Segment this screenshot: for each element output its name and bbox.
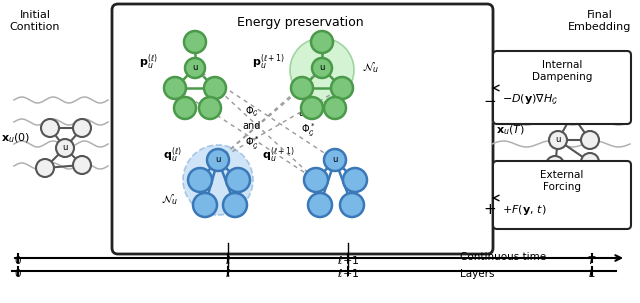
Text: Internal
Dampening: Internal Dampening bbox=[532, 60, 592, 82]
Text: $\ell$: $\ell$ bbox=[225, 254, 231, 266]
Text: $\mathbf{x}_u(0)$: $\mathbf{x}_u(0)$ bbox=[1, 131, 30, 145]
Circle shape bbox=[183, 145, 253, 215]
Text: 0: 0 bbox=[15, 256, 21, 266]
Circle shape bbox=[174, 97, 196, 119]
Text: $L$: $L$ bbox=[588, 267, 596, 279]
Circle shape bbox=[56, 139, 74, 157]
Circle shape bbox=[563, 106, 581, 124]
Text: $\ell$: $\ell$ bbox=[225, 267, 231, 279]
Circle shape bbox=[546, 156, 564, 174]
Text: $+F(\mathbf{y},\,t)$: $+F(\mathbf{y},\,t)$ bbox=[502, 203, 547, 217]
Circle shape bbox=[41, 119, 59, 137]
Text: u: u bbox=[192, 64, 198, 72]
Text: $\Phi_\mathcal{G}$
and
$\Phi_\mathcal{G}^*$: $\Phi_\mathcal{G}$ and $\Phi_\mathcal{G}… bbox=[299, 91, 317, 139]
Circle shape bbox=[581, 131, 599, 149]
Text: $\mathbf{p}_u^{(\ell+1)}$: $\mathbf{p}_u^{(\ell+1)}$ bbox=[252, 52, 285, 72]
FancyBboxPatch shape bbox=[112, 4, 493, 254]
Text: $\mathbf{q}_u^{(\ell)}$: $\mathbf{q}_u^{(\ell)}$ bbox=[163, 145, 182, 165]
Text: u: u bbox=[62, 144, 68, 152]
Circle shape bbox=[304, 168, 328, 192]
Circle shape bbox=[324, 149, 346, 171]
Text: 0: 0 bbox=[15, 269, 21, 279]
Text: $-D(\mathbf{y})\nabla H_\mathcal{G}$: $-D(\mathbf{y})\nabla H_\mathcal{G}$ bbox=[502, 93, 558, 107]
Text: u: u bbox=[215, 155, 221, 165]
Text: $\mathcal{N}_u$: $\mathcal{N}_u$ bbox=[161, 193, 178, 207]
FancyBboxPatch shape bbox=[493, 161, 631, 229]
Text: $\ell\!+\!1$: $\ell\!+\!1$ bbox=[337, 267, 360, 279]
Text: $\mathbf{x}_u(T)$: $\mathbf{x}_u(T)$ bbox=[496, 123, 525, 137]
Circle shape bbox=[207, 149, 229, 171]
Circle shape bbox=[185, 58, 205, 78]
Circle shape bbox=[290, 38, 354, 102]
Circle shape bbox=[188, 168, 212, 192]
Circle shape bbox=[73, 119, 91, 137]
Text: Final
Embedding: Final Embedding bbox=[568, 10, 632, 32]
Circle shape bbox=[340, 193, 364, 217]
Text: Layers: Layers bbox=[460, 269, 495, 279]
Text: $\Phi_\mathcal{G}$
and
$\Phi_\mathcal{G}^*$: $\Phi_\mathcal{G}$ and $\Phi_\mathcal{G}… bbox=[243, 104, 261, 152]
Circle shape bbox=[36, 159, 54, 177]
Circle shape bbox=[312, 58, 332, 78]
Circle shape bbox=[291, 77, 313, 99]
Circle shape bbox=[301, 97, 323, 119]
Text: $\mathcal{N}_u$: $\mathcal{N}_u$ bbox=[362, 61, 380, 75]
Text: Energy preservation: Energy preservation bbox=[237, 16, 364, 29]
Text: $+$: $+$ bbox=[483, 202, 496, 218]
Circle shape bbox=[184, 31, 206, 53]
Circle shape bbox=[343, 168, 367, 192]
Text: Continuous time: Continuous time bbox=[460, 252, 546, 262]
Circle shape bbox=[549, 131, 567, 149]
Circle shape bbox=[223, 193, 247, 217]
Text: u: u bbox=[319, 64, 324, 72]
Circle shape bbox=[164, 77, 186, 99]
Text: $\mathbf{q}_u^{(\ell+1)}$: $\mathbf{q}_u^{(\ell+1)}$ bbox=[262, 145, 295, 165]
Text: Initial
Contition: Initial Contition bbox=[10, 10, 60, 32]
Text: $T$: $T$ bbox=[588, 254, 596, 266]
Text: $\mathbf{p}_u^{(\ell)}$: $\mathbf{p}_u^{(\ell)}$ bbox=[140, 52, 158, 72]
Circle shape bbox=[324, 97, 346, 119]
Circle shape bbox=[199, 97, 221, 119]
Circle shape bbox=[331, 77, 353, 99]
Text: u: u bbox=[332, 155, 338, 165]
Circle shape bbox=[311, 31, 333, 53]
Circle shape bbox=[73, 156, 91, 174]
Text: u: u bbox=[556, 135, 561, 145]
Text: $-$: $-$ bbox=[483, 92, 496, 108]
Circle shape bbox=[226, 168, 250, 192]
Text: $\ell\!+\!1$: $\ell\!+\!1$ bbox=[337, 254, 360, 266]
Circle shape bbox=[204, 77, 226, 99]
Text: External
Forcing: External Forcing bbox=[540, 170, 584, 191]
FancyBboxPatch shape bbox=[493, 51, 631, 124]
Circle shape bbox=[308, 193, 332, 217]
Circle shape bbox=[581, 153, 599, 171]
Circle shape bbox=[193, 193, 217, 217]
